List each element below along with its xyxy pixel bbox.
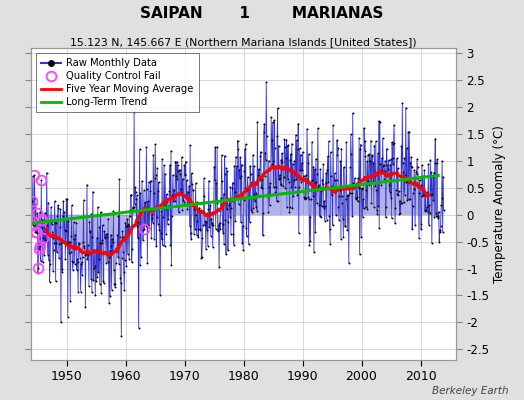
Legend: Raw Monthly Data, Quality Control Fail, Five Year Moving Average, Long-Term Tren: Raw Monthly Data, Quality Control Fail, …: [37, 53, 199, 112]
Y-axis label: Temperature Anomaly (°C): Temperature Anomaly (°C): [494, 125, 507, 283]
Text: Berkeley Earth: Berkeley Earth: [432, 386, 508, 396]
Text: SAIPAN       1        MARIANAS: SAIPAN 1 MARIANAS: [140, 6, 384, 21]
Title: 15.123 N, 145.667 E (Northern Mariana Islands [United States]): 15.123 N, 145.667 E (Northern Mariana Is…: [70, 37, 417, 47]
